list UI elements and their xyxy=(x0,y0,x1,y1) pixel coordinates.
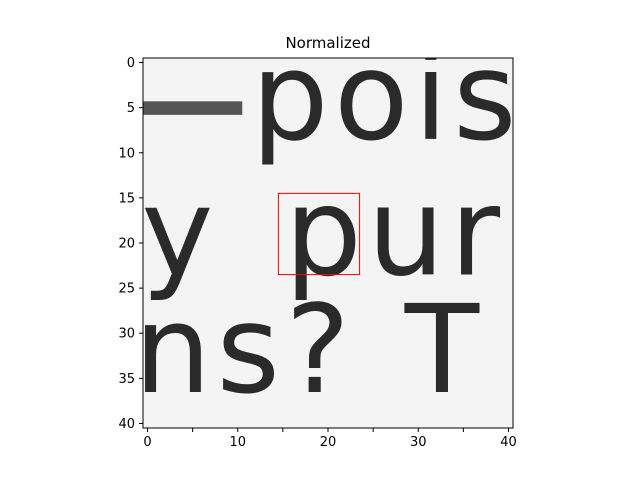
y-tick-label-15: 15 xyxy=(118,191,135,206)
y-tick-label-20: 20 xyxy=(118,237,135,252)
image-background xyxy=(143,58,513,428)
image-glyphs-row3b: T xyxy=(404,279,485,421)
y-tick-label-0: 0 xyxy=(127,56,135,71)
image-glyphs-row2a: y xyxy=(141,162,218,304)
x-tick-label-0: 0 xyxy=(143,435,151,450)
highlight-box xyxy=(277,192,361,276)
y-tick-label-30: 30 xyxy=(118,327,135,342)
x-tick-label-40: 40 xyxy=(500,435,517,450)
y-tick-label-35: 35 xyxy=(118,372,135,387)
image-glyphs-row1: pois xyxy=(251,26,522,168)
y-tick-label-5: 5 xyxy=(127,101,135,116)
y-tick-label-40: 40 xyxy=(118,417,135,432)
x-tick-label-30: 30 xyxy=(410,435,427,450)
chart-title: Normalized xyxy=(285,34,371,52)
image-glyphs-row2b: pur xyxy=(285,162,506,304)
image-glyphs-row3a: ns? xyxy=(134,279,356,421)
x-tick-label-10: 10 xyxy=(229,435,246,450)
y-tick-label-10: 10 xyxy=(118,146,135,161)
image-dash-stroke xyxy=(143,101,243,115)
y-tick-label-25: 25 xyxy=(118,282,135,297)
x-tick-label-20: 20 xyxy=(320,435,337,450)
